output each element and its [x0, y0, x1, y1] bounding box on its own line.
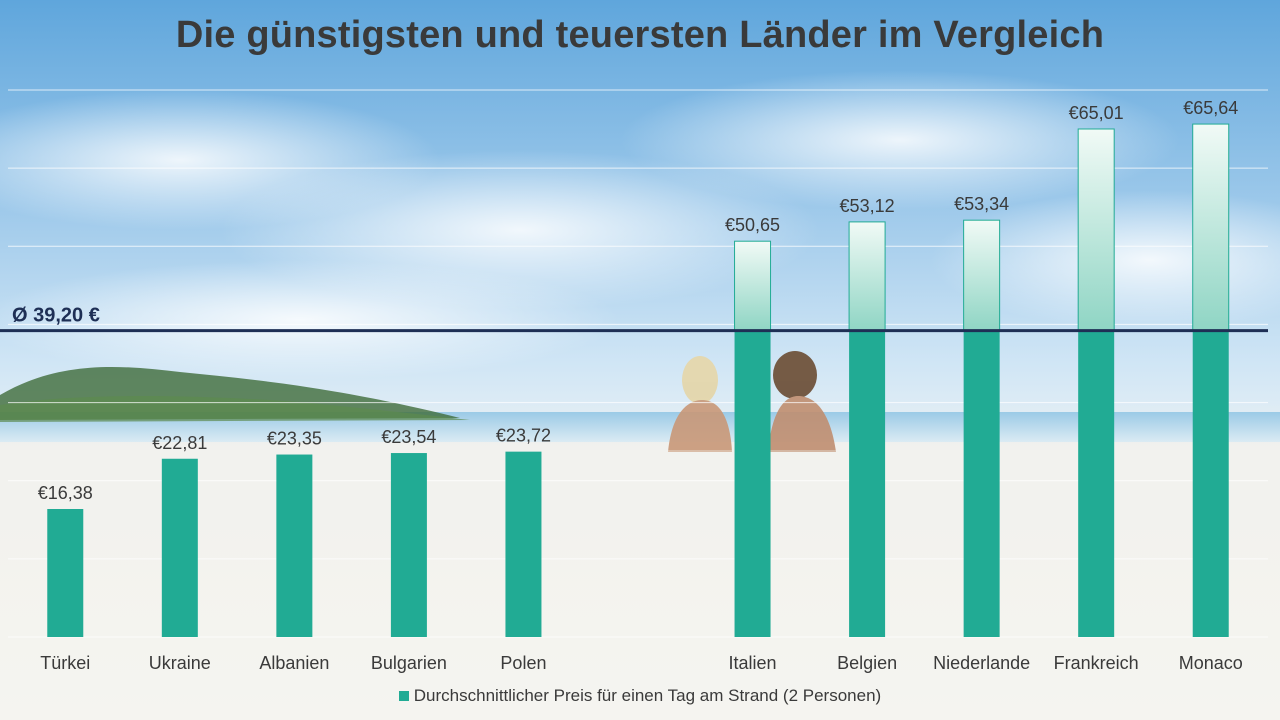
data-label-4: €23,54 [381, 427, 436, 447]
gridlines [8, 89, 1268, 638]
data-label-9: €53,34 [954, 194, 1009, 214]
bar-upper-8 [848, 221, 886, 332]
data-label-5: €23,72 [496, 426, 551, 446]
bar-upper-9 [963, 219, 1001, 332]
bar-7 [734, 330, 771, 637]
data-label-7: €50,65 [725, 215, 780, 235]
data-label-3: €23,35 [267, 429, 322, 449]
x-tick-label-3: Albanien [259, 653, 329, 673]
bar-2 [161, 458, 198, 637]
bar-upper-11 [1192, 123, 1230, 332]
x-tick-label-1: Türkei [40, 653, 90, 673]
bar-10 [1078, 330, 1115, 637]
x-tick-label-9: Niederlande [933, 653, 1030, 673]
x-tick-label-11: Monaco [1179, 653, 1243, 673]
bar-9 [963, 330, 1000, 637]
bar-1 [47, 509, 84, 637]
bar-5 [505, 451, 542, 637]
data-label-11: €65,64 [1183, 98, 1238, 118]
data-label-10: €65,01 [1069, 103, 1124, 123]
bar-upper-10 [1077, 128, 1115, 332]
x-tick-label-8: Belgien [837, 653, 897, 673]
x-tick-label-4: Bulgarien [371, 653, 447, 673]
legend-label: Durchschnittlicher Preis für einen Tag a… [413, 686, 882, 705]
data-label-2: €22,81 [152, 433, 207, 453]
bar-series [47, 123, 1230, 637]
x-tick-label-7: Italien [729, 653, 777, 673]
x-tick-label-5: Polen [500, 653, 546, 673]
x-axis-tick-labels: Türkei Ukraine Albanien Bulgarien Polen Itali… [40, 653, 1242, 673]
bar-3 [276, 454, 313, 637]
data-label-1: €16,38 [38, 483, 93, 503]
bar-11 [1192, 330, 1229, 637]
chart-title: Die günstigsten und teuersten Länder im … [175, 14, 1105, 56]
average-line-group: Ø 39,20 € [0, 305, 1268, 333]
data-label-8: €53,12 [840, 196, 895, 216]
legend: Durchschnittlicher Preis für einen Tag a… [0, 686, 1280, 706]
legend-swatch [398, 691, 409, 701]
x-tick-label-2: Ukraine [149, 653, 211, 673]
bar-4 [390, 453, 427, 637]
bar-upper-7 [734, 240, 772, 332]
average-label: Ø 39,20 € [12, 305, 100, 327]
x-tick-label-10: Frankreich [1054, 653, 1139, 673]
data-labels: €16,38 €22,81 €23,35 €23,54 €23,72 €50,65 €53,… [38, 98, 1239, 503]
bar-8 [849, 330, 886, 637]
